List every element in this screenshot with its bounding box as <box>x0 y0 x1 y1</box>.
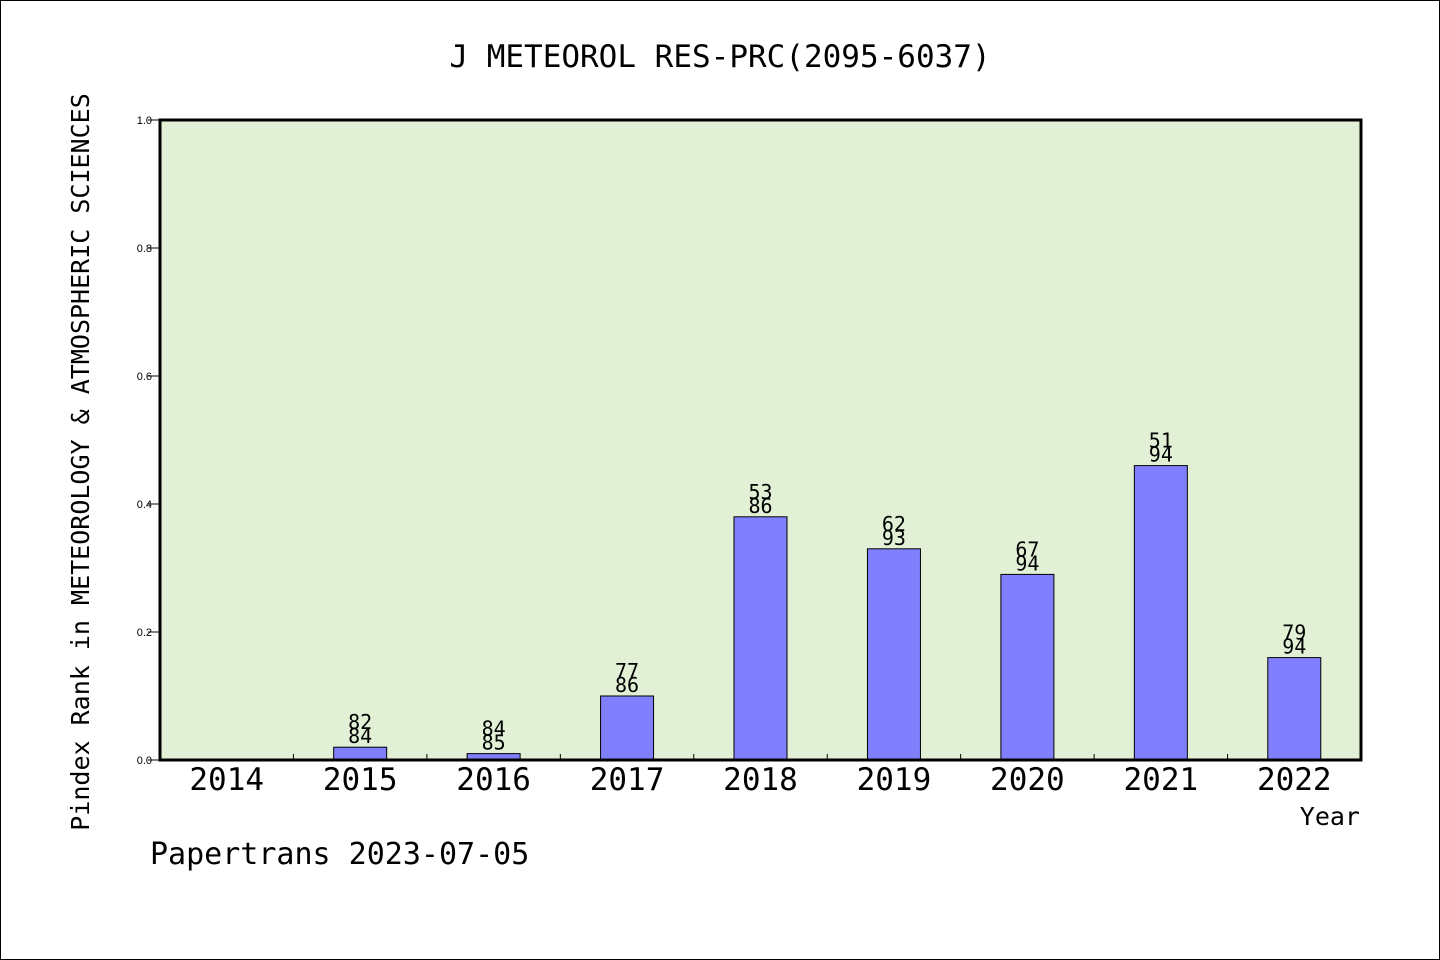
y-tick-label: 1.0 <box>137 115 152 127</box>
x-tick-label: 2022 <box>1257 762 1332 798</box>
y-tick-label: 0.6 <box>137 371 152 383</box>
bar <box>1000 573 1055 761</box>
y-tick-label: 0.0 <box>137 755 152 767</box>
bar <box>1267 657 1322 761</box>
bar-rank-label: 84 <box>482 717 506 741</box>
bar-total-label: 93 <box>882 526 906 550</box>
y-tick-label: 0.2 <box>137 627 152 639</box>
bar-rank-label: 67 <box>1015 537 1039 561</box>
bar-rank-label: 77 <box>615 659 639 683</box>
bar-total-label: 84 <box>348 724 372 748</box>
x-tick-label: 2020 <box>990 762 1065 798</box>
y-axis-ticks: 0.0 0.2 0.4 0.6 0.8 1.0 <box>137 115 160 767</box>
bar-total-label: 94 <box>1282 635 1306 659</box>
x-tick-label: 2017 <box>590 762 665 798</box>
bar-rank-label: 82 <box>348 710 372 734</box>
y-tick-label: 0.8 <box>137 243 152 255</box>
footer-text: Papertrans 2023-07-05 <box>150 837 529 872</box>
x-tick-label: 2016 <box>456 762 531 798</box>
x-axis-label: Year <box>1300 802 1360 831</box>
chart-title: J METEOROL RES-PRC(2095-6037) <box>449 39 990 75</box>
bar <box>733 516 788 761</box>
x-tick-label: 2018 <box>723 762 798 798</box>
bar-total-label: 85 <box>482 731 506 755</box>
y-axis-label: Pindex Rank in METEOROLOGY & ATMOSPHERIC… <box>66 93 95 831</box>
y-tick-label: 0.4 <box>137 499 152 511</box>
x-tick-label: 2015 <box>323 762 398 798</box>
bar <box>600 695 655 761</box>
bar-rank-label: 79 <box>1282 621 1306 645</box>
bar <box>333 746 388 761</box>
bar <box>866 548 921 761</box>
bar-total-label: 94 <box>1149 443 1173 467</box>
x-axis-ticks: 2014 2015 2016 2017 2018 2019 2020 2021 2022 <box>189 754 1332 798</box>
bar-rank-label: 62 <box>882 512 906 536</box>
x-tick-label: 2014 <box>189 762 264 798</box>
bar-total-label: 86 <box>748 494 772 518</box>
bar-rank-label: 51 <box>1149 429 1173 453</box>
bars-group <box>333 465 1322 761</box>
x-tick-label: 2021 <box>1124 762 1199 798</box>
plot-border <box>158 118 1363 762</box>
bar-total-label: 86 <box>615 673 639 697</box>
bar-total-label: 94 <box>1015 551 1039 575</box>
bar-rank-label: 53 <box>748 480 772 504</box>
x-tick-label: 2019 <box>857 762 932 798</box>
bar <box>1133 465 1188 761</box>
